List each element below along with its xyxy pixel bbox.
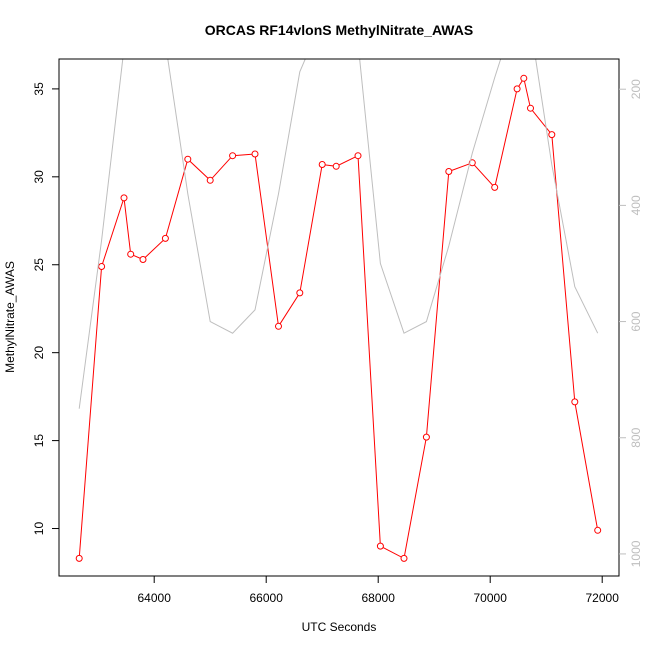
data-point bbox=[571, 398, 579, 406]
x-tick-label: 72000 bbox=[586, 591, 620, 605]
x-tick-label: 66000 bbox=[250, 591, 284, 605]
y2-tick-label: 400 bbox=[629, 195, 643, 215]
plot-area bbox=[75, 59, 602, 562]
y2-tick-label: 800 bbox=[629, 427, 643, 447]
data-point bbox=[376, 542, 384, 550]
data-point bbox=[275, 322, 282, 330]
data-point bbox=[491, 183, 499, 191]
x-axis-label: UTC Seconds bbox=[302, 620, 377, 634]
chart-title: ORCAS RF14vlonS MethylNitrate_AWAS bbox=[205, 22, 473, 38]
data-point bbox=[422, 433, 430, 441]
data-point bbox=[513, 85, 521, 93]
y2-tick-label: 600 bbox=[629, 311, 643, 331]
y2-tick-label: 1000 bbox=[629, 540, 643, 567]
data-point bbox=[75, 554, 83, 562]
data-point bbox=[127, 250, 135, 258]
y-tick-label: 30 bbox=[32, 170, 46, 184]
axes: 64000 66000 68000 70000 72000 10 15 20 25 30 35 200… bbox=[32, 79, 643, 605]
data-point bbox=[527, 104, 534, 112]
data-point bbox=[400, 554, 408, 562]
x-tick-label: 68000 bbox=[362, 591, 396, 605]
data-point bbox=[161, 234, 169, 242]
data-point bbox=[184, 155, 192, 163]
data-point bbox=[332, 162, 340, 170]
y2-tick-label: 200 bbox=[629, 79, 643, 99]
data-point bbox=[229, 152, 237, 160]
x-tick-label: 64000 bbox=[138, 591, 172, 605]
y-tick-label: 25 bbox=[32, 258, 46, 272]
data-point bbox=[520, 74, 528, 82]
data-point bbox=[98, 263, 106, 270]
data-point bbox=[468, 159, 476, 167]
data-point bbox=[251, 150, 259, 158]
data-point bbox=[594, 526, 602, 534]
data-point bbox=[445, 168, 453, 175]
y-tick-label: 20 bbox=[32, 346, 46, 360]
data-point bbox=[139, 256, 147, 263]
y-tick-label: 10 bbox=[32, 522, 46, 536]
data-point bbox=[296, 289, 304, 297]
data-point bbox=[120, 194, 128, 202]
series-1 bbox=[75, 74, 602, 562]
y-axis-label: MethylNitrate_AWAS bbox=[3, 261, 17, 373]
data-point bbox=[548, 131, 556, 139]
data-point bbox=[206, 176, 214, 184]
data-point bbox=[354, 152, 362, 160]
y-tick-label: 35 bbox=[32, 82, 46, 96]
y-tick-label: 15 bbox=[32, 434, 46, 448]
x-tick-label: 70000 bbox=[474, 591, 508, 605]
data-point bbox=[318, 161, 326, 168]
